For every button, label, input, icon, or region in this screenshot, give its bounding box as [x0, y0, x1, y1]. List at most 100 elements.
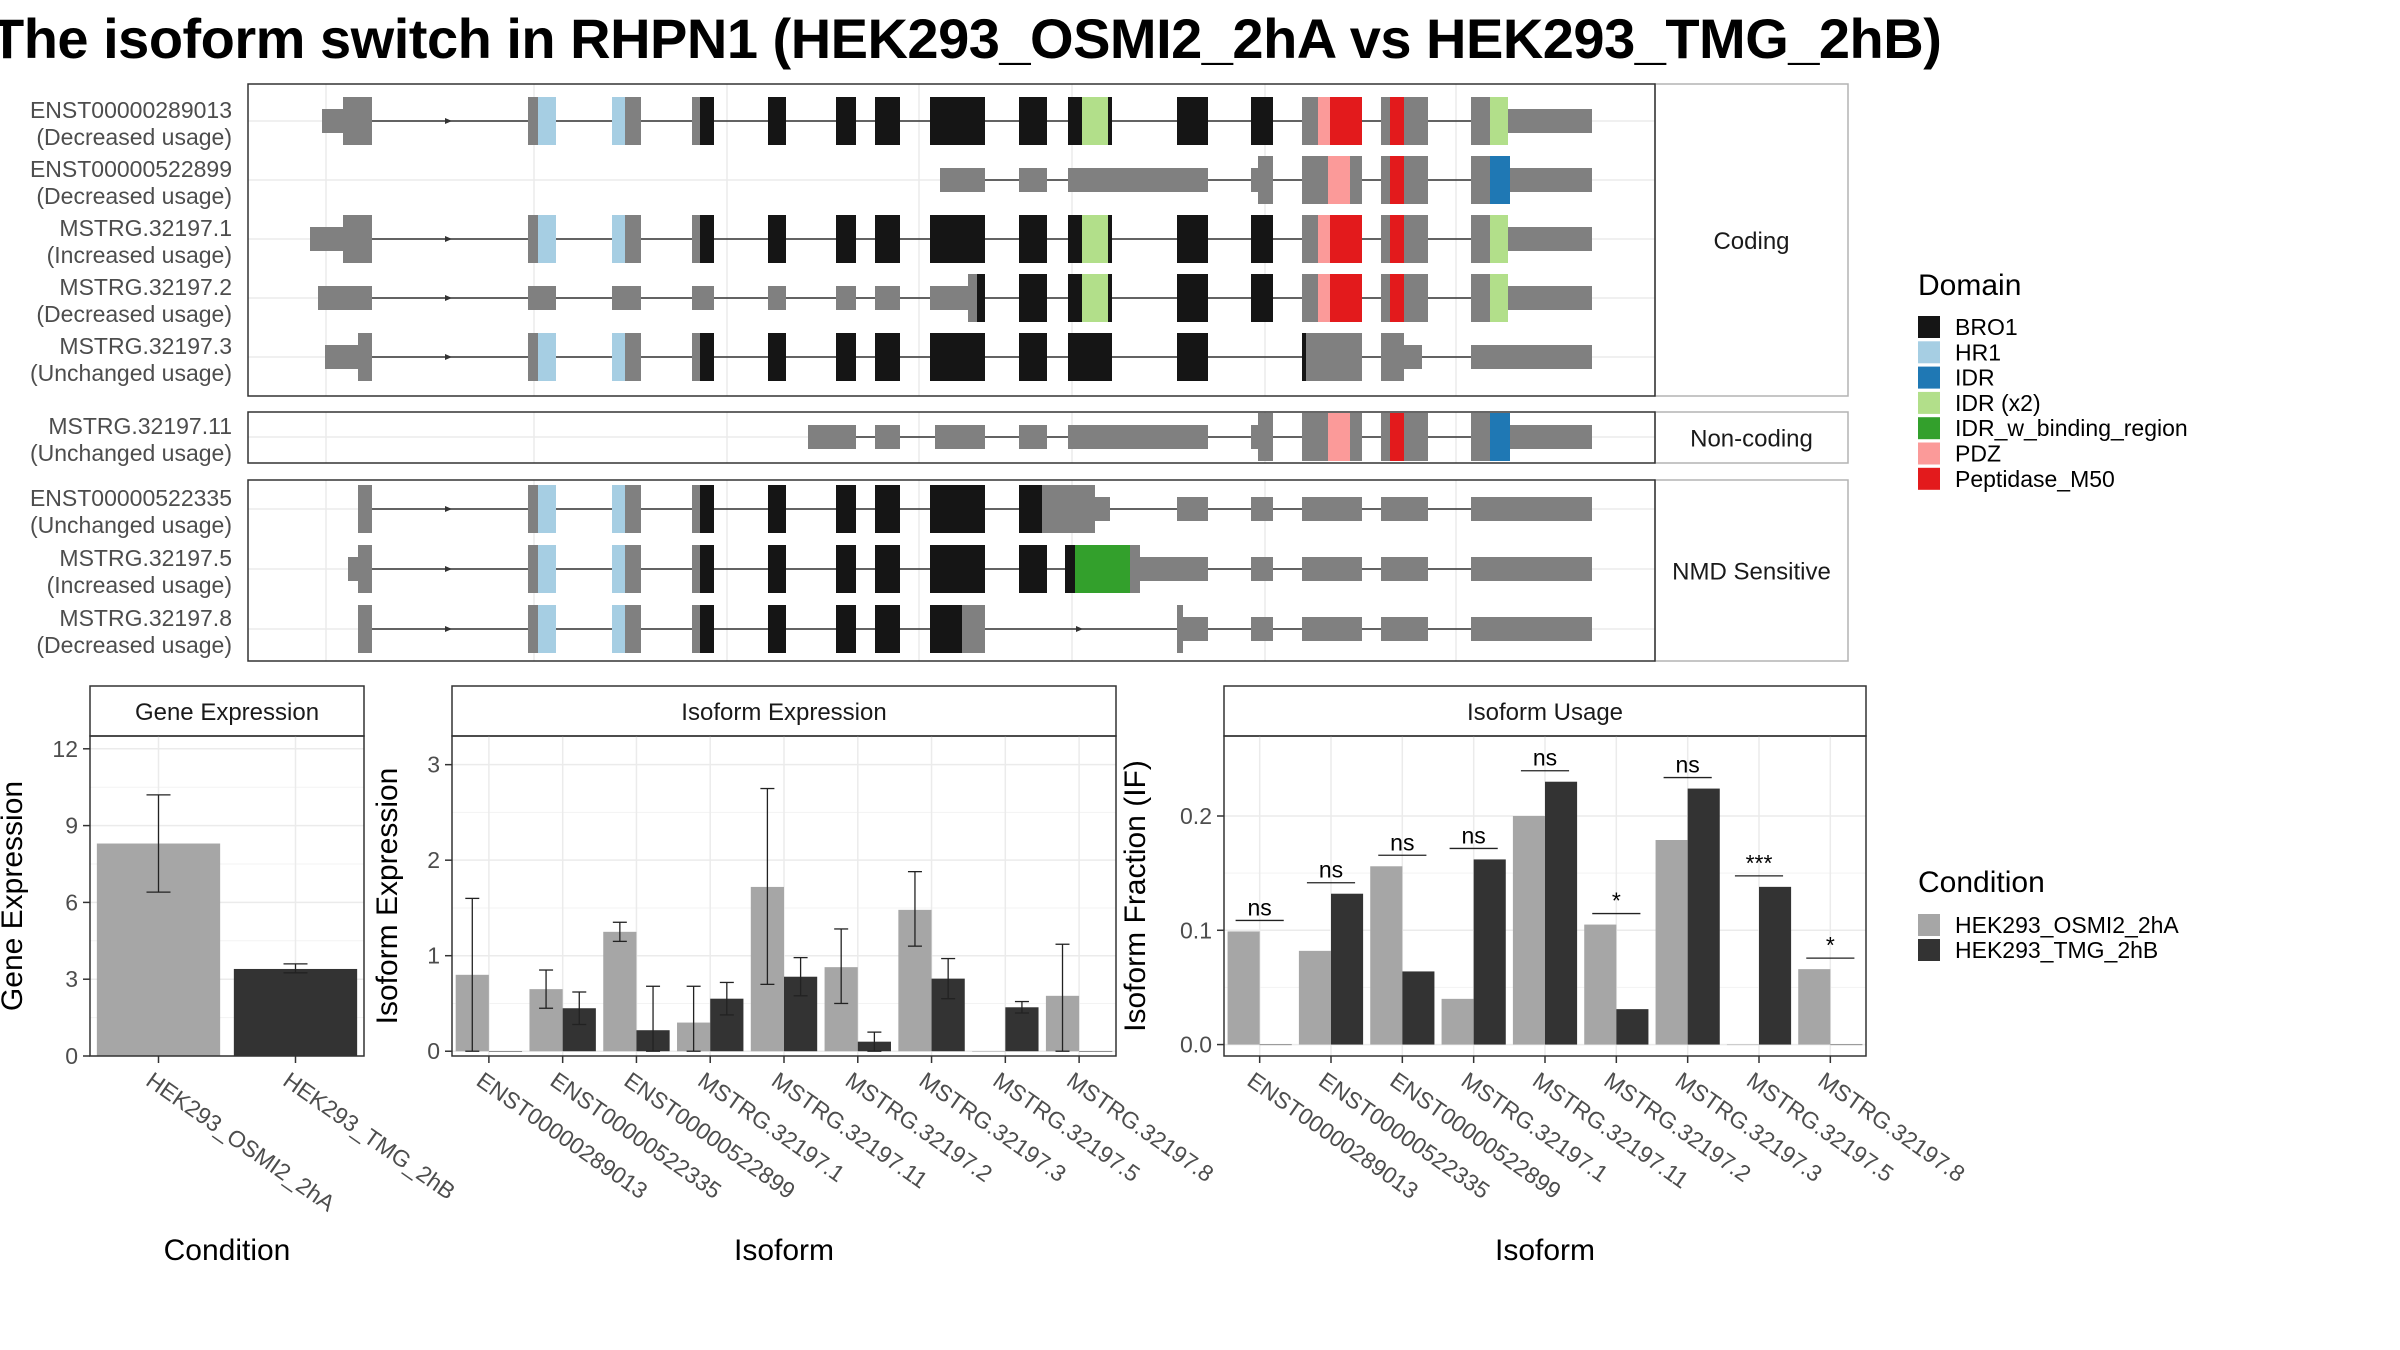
domain-peptidase-m50 [1390, 274, 1404, 322]
panel-strip [451, 685, 1117, 737]
significance-label: ns [1676, 752, 1700, 778]
isoform-row: MSTRG.32197.3(Unchanged usage) [30, 333, 1592, 386]
bar [1759, 886, 1792, 1045]
exon [875, 286, 900, 310]
exon [1140, 557, 1208, 581]
isoform-usage: (Increased usage) [47, 572, 232, 598]
isoform-name: MSTRG.32197.3 [59, 333, 232, 359]
exon [968, 274, 977, 322]
domain-bro1 [768, 485, 786, 533]
exon [1177, 497, 1208, 521]
exon [1381, 215, 1390, 263]
intron-arrow [1076, 626, 1083, 632]
bar [1079, 1051, 1113, 1052]
bar [1687, 788, 1720, 1045]
intron-arrow [445, 354, 452, 360]
exon [836, 286, 856, 310]
isoform-usage: (Increased usage) [47, 242, 232, 268]
exon [1381, 156, 1390, 204]
domain-bro1 [700, 485, 714, 533]
exon [1404, 97, 1428, 145]
panel-title: Gene Expression [135, 699, 319, 726]
bar-panel-isoform-usage: Isoform Usage0.00.10.2nsENST00000289013n… [1119, 685, 1970, 1267]
domain-peptidase-m50 [1330, 97, 1362, 145]
domain-bro1 [930, 97, 985, 145]
x-axis-title: Isoform [734, 1234, 834, 1267]
exon [1251, 425, 1258, 449]
bar [1584, 924, 1617, 1045]
legend-swatch [1918, 417, 1940, 440]
exon [692, 605, 700, 653]
intron-arrow [445, 236, 452, 242]
domain-hr1 [538, 545, 556, 593]
domain-bro1 [1065, 545, 1075, 593]
domain-bro1 [768, 605, 786, 653]
domain-bro1 [977, 274, 985, 322]
exon [310, 227, 343, 251]
domain-bro1 [930, 215, 985, 263]
exon [1404, 413, 1428, 461]
legend-swatch [1918, 914, 1940, 936]
legend-label: IDR_w_binding_region [1955, 415, 2188, 441]
domain-bro1 [1019, 485, 1042, 533]
exon [1258, 413, 1273, 461]
exon [692, 97, 700, 145]
structure-panel-non-coding: Non-coding MSTRG.32197.11(Unchanged usage… [30, 411, 1849, 466]
y-axis-title: Gene Expression [0, 781, 29, 1011]
exon [692, 545, 700, 593]
panel-strip [1654, 411, 1849, 464]
domain-hr1 [612, 333, 625, 381]
significance-label: ns [1462, 822, 1486, 848]
domain-idr-x2- [1082, 274, 1108, 322]
expression-panels: Gene Expression036912HEK293_OSMI2_2hAHEK… [0, 685, 1970, 1267]
panel-strip [1654, 83, 1849, 397]
domain-hr1 [538, 97, 556, 145]
bar [1512, 816, 1545, 1045]
panel-border [247, 83, 1656, 397]
domain-bro1 [768, 97, 786, 145]
isoform-row: MSTRG.32197.5(Increased usage) [47, 545, 1592, 598]
exon [935, 425, 985, 449]
domain-bro1 [1108, 97, 1112, 145]
domain-idr-x2- [1490, 274, 1508, 322]
y-tick-label: 6 [65, 889, 78, 915]
bar [1798, 969, 1831, 1045]
domain-bro1 [1251, 97, 1273, 145]
domain-idr-w-binding-region [1075, 545, 1130, 593]
exon [1471, 617, 1592, 641]
domain-bro1 [768, 333, 786, 381]
intron-arrow [445, 626, 452, 632]
legend-swatch [1918, 939, 1940, 961]
domain-bro1 [875, 605, 900, 653]
exon [808, 425, 856, 449]
domain-hr1 [538, 215, 556, 263]
y-tick-label: 0.0 [1180, 1032, 1212, 1058]
domain-bro1 [700, 333, 714, 381]
exon [1510, 425, 1592, 449]
domain-idr-x2- [1490, 97, 1508, 145]
significance-label: ns [1319, 857, 1343, 883]
legend-title: Domain [1918, 269, 2021, 302]
exon [358, 545, 372, 593]
intron-arrow [445, 295, 452, 301]
legend-label: PDZ [1955, 441, 2001, 467]
domain-bro1 [836, 215, 856, 263]
exon [625, 605, 641, 653]
domain-bro1 [700, 215, 714, 263]
exon [1068, 425, 1208, 449]
exon [1381, 274, 1390, 322]
isoform-name: MSTRG.32197.5 [59, 545, 232, 571]
domain-peptidase-m50 [1330, 215, 1362, 263]
bar [1545, 781, 1578, 1045]
exon [343, 97, 372, 145]
domain-bro1 [836, 333, 856, 381]
bar [1005, 1007, 1039, 1052]
domain-bro1 [836, 545, 856, 593]
y-axis-title: Isoform Fraction (IF) [1119, 760, 1152, 1032]
domain-idr-x2- [1082, 215, 1108, 263]
exon [692, 485, 700, 533]
